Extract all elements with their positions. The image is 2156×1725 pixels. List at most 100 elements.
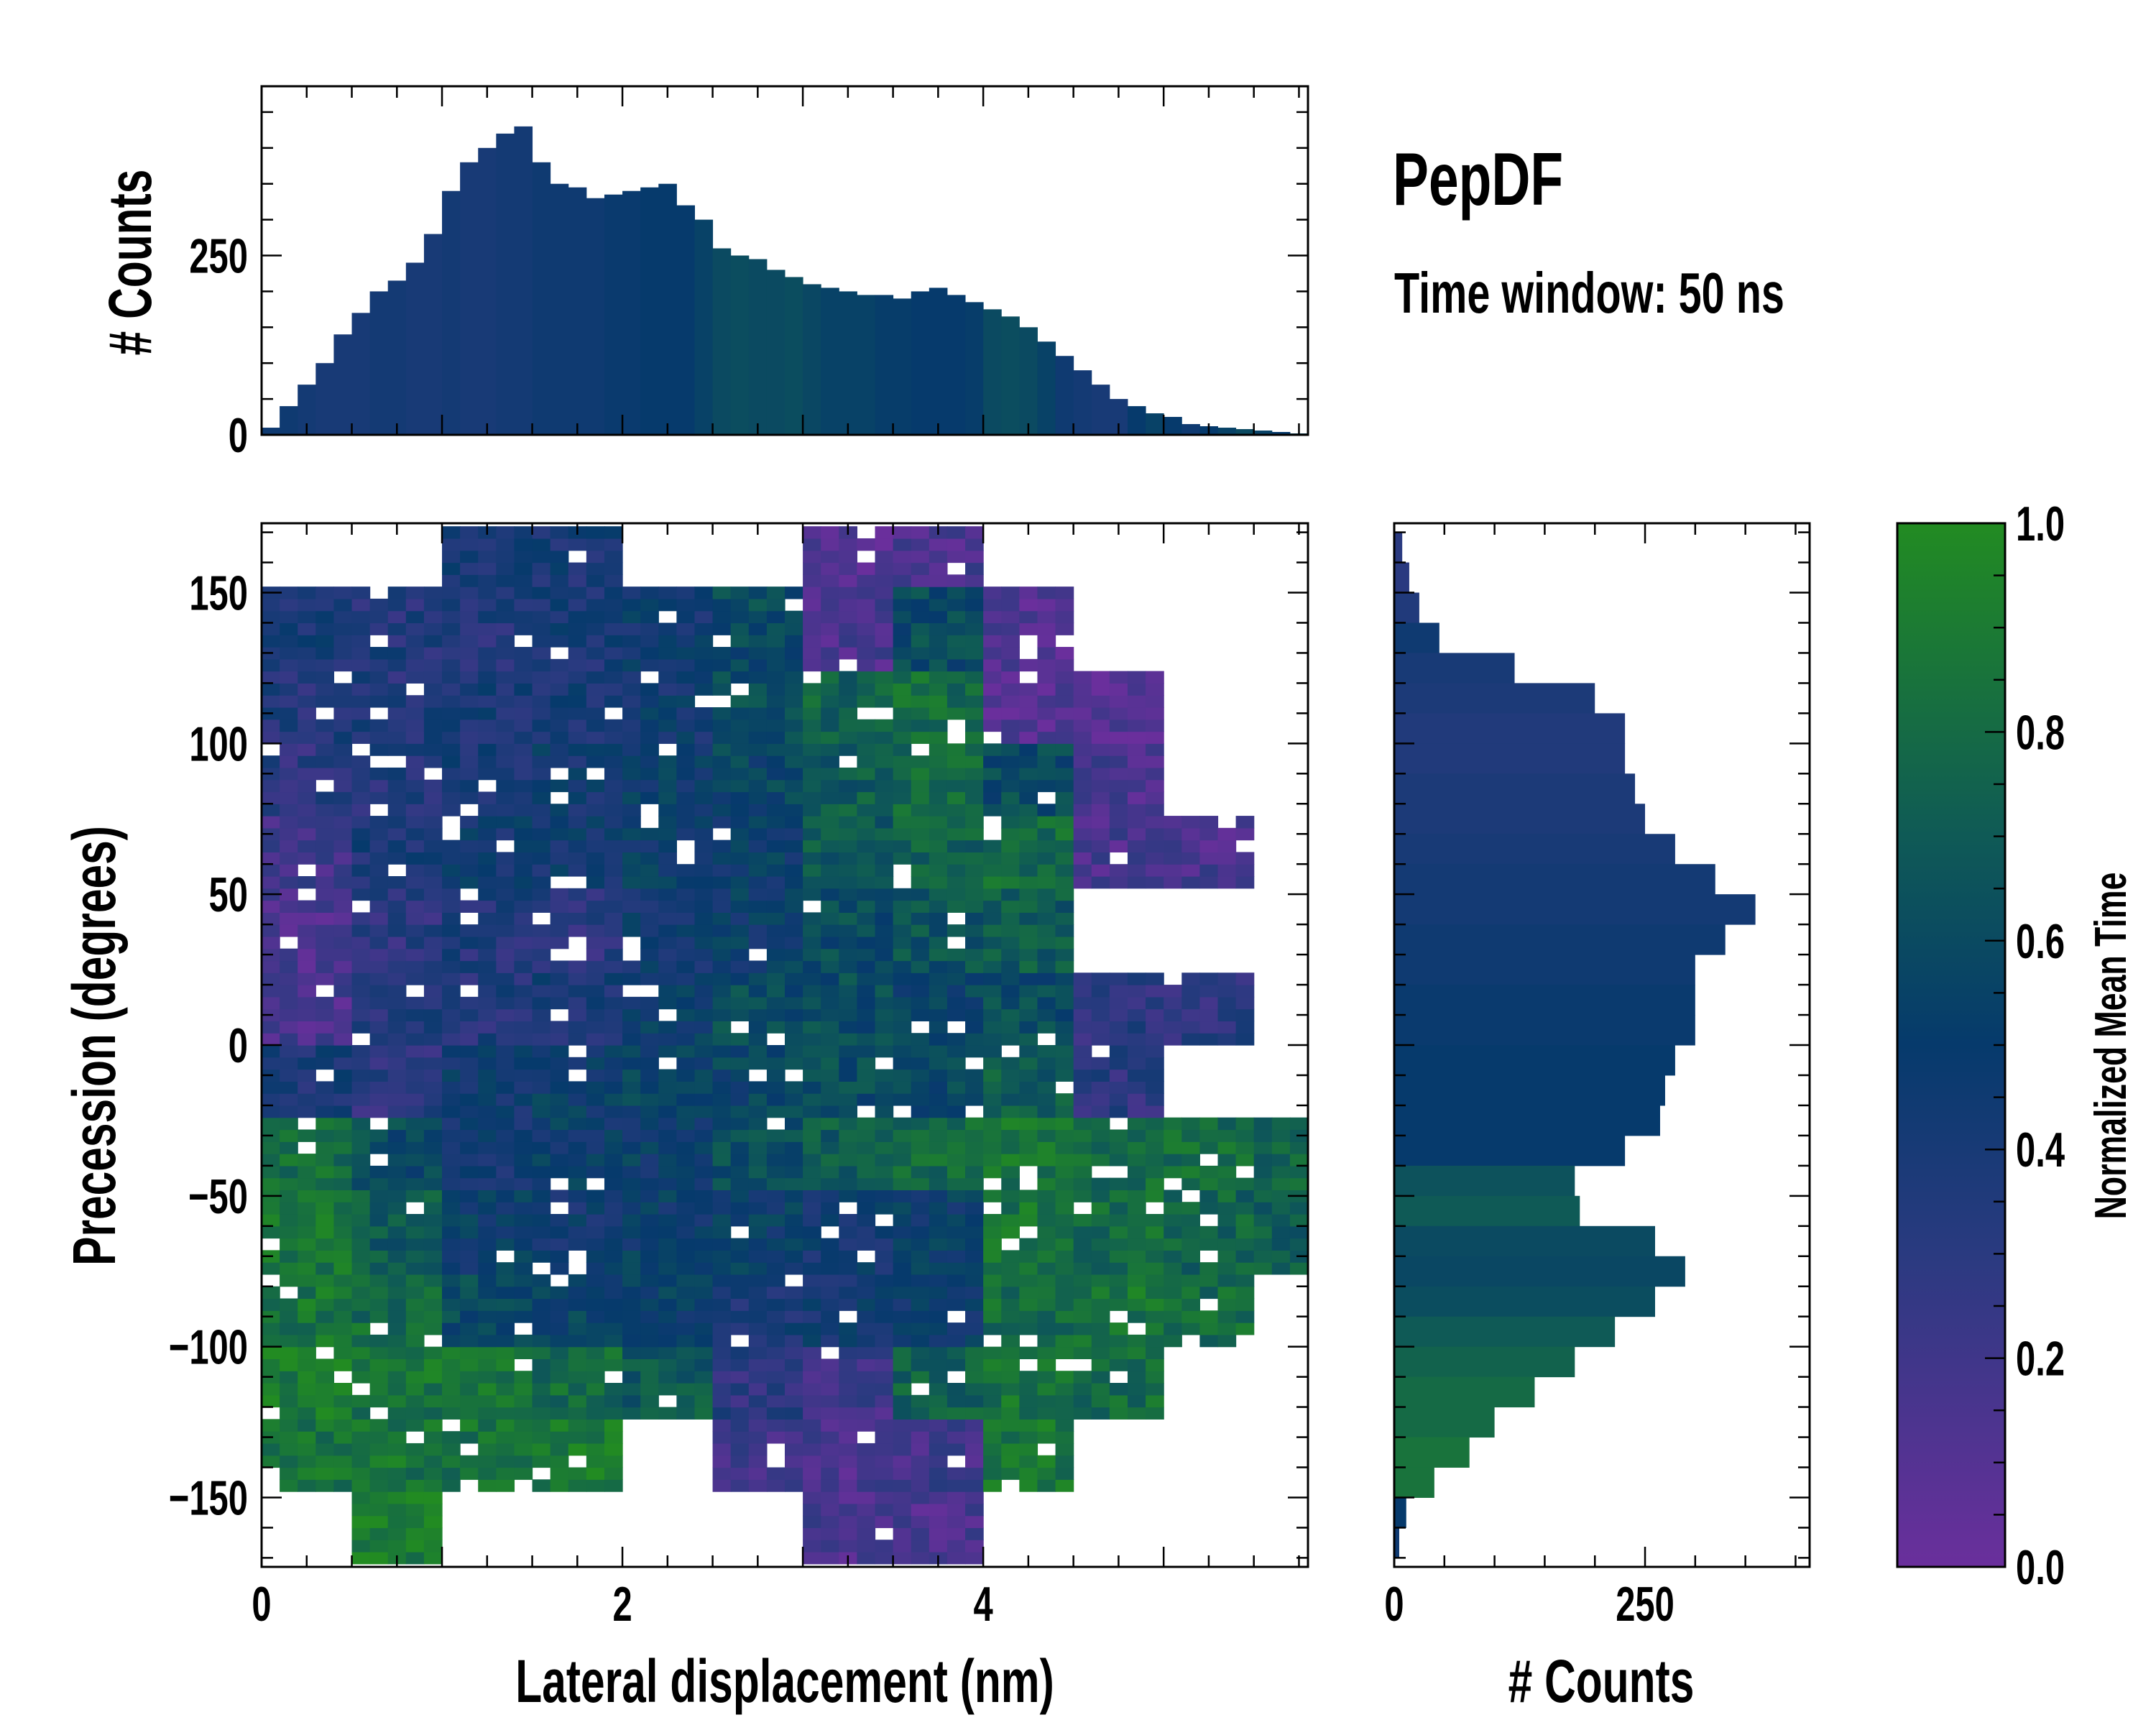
- heatmap-cell: [965, 574, 984, 587]
- heatmap-cell: [839, 1165, 858, 1179]
- heatmap-cell: [351, 1021, 371, 1034]
- heatmap-cell: [298, 875, 316, 889]
- heatmap-cell: [496, 719, 515, 732]
- heatmap-cell: [1164, 996, 1182, 1010]
- heatmap-cell: [280, 658, 298, 672]
- heatmap-cell: [766, 852, 786, 865]
- heatmap-cell: [730, 1479, 750, 1492]
- heatmap-cell: [983, 791, 1002, 804]
- heatmap-cell: [1073, 1298, 1092, 1311]
- heatmap-cell: [532, 1346, 551, 1360]
- heatmap-cell: [442, 1238, 461, 1251]
- heatmap-cell: [423, 1165, 443, 1179]
- heatmap-cell: [478, 635, 497, 648]
- heatmap-cell: [1001, 598, 1020, 612]
- heatmap-cell: [532, 1443, 551, 1456]
- heatmap-cell: [405, 1225, 425, 1239]
- heatmap-cell: [1055, 912, 1074, 925]
- heatmap-cell: [694, 731, 714, 744]
- heatmap-cell: [586, 948, 605, 962]
- heatmap-cell: [568, 635, 587, 648]
- heatmap-cell: [622, 1250, 641, 1263]
- heatmap-cell: [857, 840, 876, 853]
- heatmap-cell: [965, 1225, 984, 1239]
- heatmap-cell: [1235, 1129, 1255, 1142]
- heatmap-cell: [766, 1322, 786, 1335]
- heatmap-cell: [423, 1515, 443, 1529]
- heatmap-cell: [929, 1346, 948, 1360]
- heatmap-cell: [1037, 658, 1056, 672]
- heatmap-cell: [262, 1298, 280, 1311]
- heatmap-cell: [712, 1383, 732, 1396]
- heatmap-cell: [262, 1165, 280, 1179]
- heatmap-cell: [423, 900, 443, 913]
- heatmap-cell: [640, 996, 659, 1010]
- heatmap-cell: [460, 538, 479, 551]
- labels: PepDF Time window: 50 ns # Counts Latera…: [60, 138, 2136, 1715]
- heatmap-cell: [478, 1394, 497, 1408]
- heatmap-cell: [514, 840, 533, 853]
- heatmap-cell: [803, 1503, 821, 1517]
- heatmap-cell: [405, 1358, 425, 1371]
- heatmap-cell: [803, 864, 821, 877]
- heatmap-cell: [712, 610, 732, 624]
- heatmap-cell: [1091, 707, 1110, 720]
- heatmap-cell: [857, 1190, 876, 1202]
- heatmap-cell: [333, 1093, 353, 1106]
- heatmap-cell: [911, 1238, 930, 1251]
- heatmap-cell: [333, 1081, 353, 1094]
- heatmap-cell: [568, 707, 587, 720]
- heatmap-cell: [262, 840, 280, 853]
- heatmap-cell: [1055, 1190, 1074, 1202]
- heatmap-cell: [262, 671, 280, 684]
- heatmap-cell: [387, 1262, 407, 1275]
- heatmap-cell: [460, 1177, 479, 1191]
- heatmap-cell: [730, 875, 750, 889]
- heatmap-cell: [766, 1057, 786, 1070]
- heatmap-cell: [280, 1407, 298, 1420]
- heatmap-cell: [496, 731, 515, 744]
- heatmap-cell: [1181, 1225, 1200, 1239]
- heatmap-cell: [1001, 827, 1020, 841]
- heatmap-cell: [983, 1225, 1002, 1239]
- heatmap-cell: [965, 695, 984, 708]
- heatmap-cell: [946, 671, 966, 684]
- heatmap-cell: [604, 647, 623, 660]
- heatmap-cell: [640, 1105, 659, 1118]
- heatmap-cell: [676, 875, 696, 889]
- heatmap-cell: [622, 1057, 641, 1070]
- heatmap-cell: [1091, 671, 1110, 684]
- heatmap-cell: [676, 1394, 696, 1408]
- heatmap-cell: [333, 888, 353, 901]
- heatmap-cell: [333, 852, 353, 865]
- heatmap-cell: [839, 1503, 858, 1517]
- heatmap-cell: [1019, 985, 1038, 998]
- heatmap-cell: [496, 827, 515, 841]
- heatmap-cell: [821, 1394, 839, 1408]
- heatmap-cell: [893, 996, 912, 1010]
- heatmap-cell: [839, 1262, 858, 1275]
- heatmap-cell: [1091, 1008, 1110, 1022]
- heatmap-cell: [280, 816, 298, 829]
- heatmap-cell: [315, 791, 335, 804]
- heatmap-cell: [298, 635, 316, 648]
- heatmap-cell: [748, 875, 768, 889]
- heatmap-cell: [766, 1467, 786, 1480]
- heatmap-cell: [676, 1334, 696, 1348]
- heatmap-cell: [1164, 827, 1182, 841]
- heatmap-cell: [333, 900, 353, 913]
- heatmap-cell: [1199, 1129, 1219, 1142]
- heatmap-cell: [803, 767, 821, 781]
- histogram-bar: [1394, 532, 1403, 564]
- heatmap-cell: [929, 1515, 948, 1529]
- heatmap-cell: [929, 598, 948, 612]
- heatmap-cell: [730, 586, 750, 599]
- heatmap-cell: [460, 1105, 479, 1118]
- heatmap-cell: [893, 635, 912, 648]
- heatmap-cell: [1164, 1202, 1182, 1215]
- heatmap-cell: [712, 1250, 732, 1263]
- heatmap-cell: [568, 1202, 587, 1215]
- heatmap-cell: [929, 610, 948, 624]
- heatmap-cell: [1181, 972, 1200, 985]
- heatmap-cell: [405, 1346, 425, 1360]
